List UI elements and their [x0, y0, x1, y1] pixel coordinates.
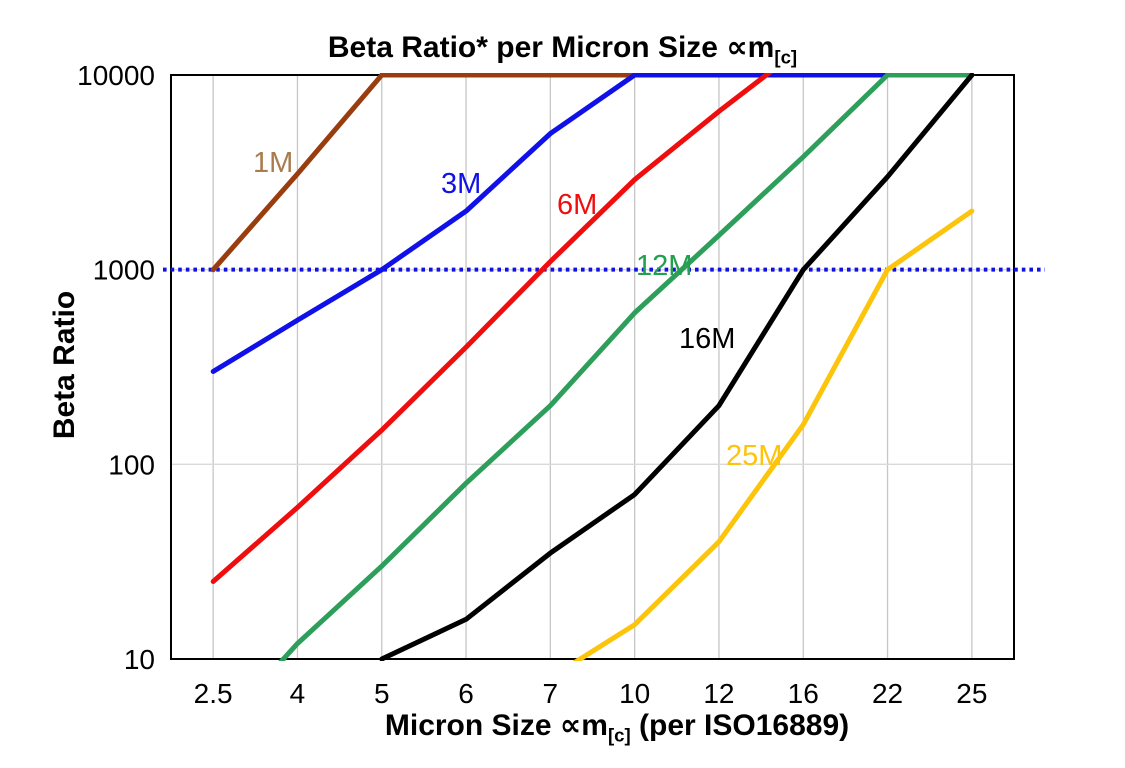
x-tick-label: 10	[619, 678, 650, 709]
series-label-6M: 6M	[557, 189, 597, 221]
x-tick-label: 5	[374, 678, 390, 709]
series-label-3M: 3M	[441, 168, 481, 200]
series-line-12M	[278, 73, 975, 661]
chart-title-symbol: ∝m	[726, 31, 775, 64]
x-tick-label: 7	[543, 678, 559, 709]
chart-title-subscript: [c]	[774, 46, 798, 68]
x-tick-label: 2.5	[194, 678, 233, 709]
series-line-25M	[572, 208, 975, 661]
x-axis-title-suffix: (per ISO16889)	[630, 709, 850, 742]
series-label-12M: 12M	[636, 250, 692, 282]
y-tick-label: 10	[124, 644, 155, 675]
x-axis-title-symbol: ∝m	[559, 709, 608, 742]
series-line-6M	[210, 73, 774, 584]
x-tick-label: 4	[290, 678, 306, 709]
y-tick-label: 10000	[77, 60, 155, 91]
x-tick-label: 12	[703, 678, 734, 709]
x-tick-label: 6	[458, 678, 474, 709]
x-axis-title: Micron Size ∝m[c] (per ISO16889)	[385, 708, 849, 747]
series-lines	[210, 73, 975, 661]
y-axis-title: Beta Ratio	[48, 290, 81, 440]
chart-title-text: Beta Ratio* per Micron Size	[327, 31, 727, 64]
series-label-16M: 16M	[679, 323, 735, 355]
x-tick-label: 22	[872, 678, 903, 709]
series-line-16M	[379, 73, 975, 661]
series-line-3M	[210, 73, 890, 374]
series-label-25M: 25M	[726, 440, 782, 472]
x-axis-title-text: Micron Size	[384, 709, 560, 742]
y-tick-label: 100	[108, 449, 155, 480]
x-tick-label: 25	[956, 678, 987, 709]
series-line-1M	[210, 73, 638, 273]
x-axis-title-subscript: [c]	[607, 724, 631, 746]
series-label-1M: 1M	[253, 147, 293, 179]
x-tick-label: 16	[788, 678, 819, 709]
chart-title: Beta Ratio* per Micron Size ∝m[c]	[0, 30, 1125, 69]
y-tick-label: 1000	[93, 255, 155, 286]
